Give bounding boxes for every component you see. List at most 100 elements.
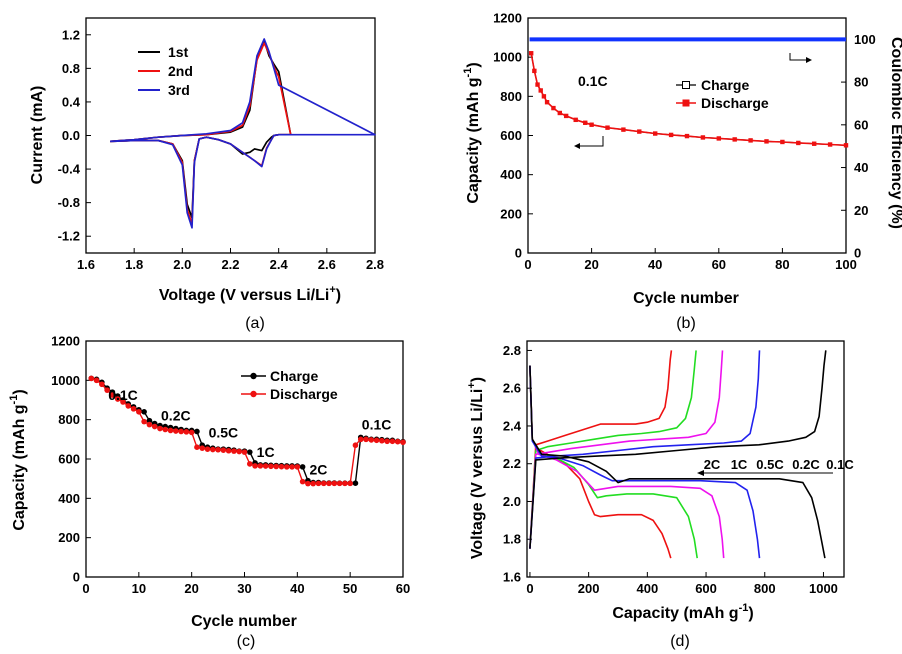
rate-point-discharge xyxy=(368,437,375,443)
panel-b-annotation: 0.1C xyxy=(578,73,608,89)
rate-point-discharge xyxy=(257,463,264,469)
panel-d-ytick-label: 2.2 xyxy=(503,456,521,471)
charge-curve xyxy=(530,53,847,146)
panel-d-ylabel-text: Voltage (V versus Li/Li xyxy=(469,389,486,559)
panel-a-xlabel: Voltage (V versus Li/Li+) xyxy=(159,284,341,304)
rate-point-discharge xyxy=(236,448,243,455)
panel-b-ylabel-text: Capacity (mAh g xyxy=(465,77,482,203)
panel-d-ratelabels: 2C 1C 0.5C 0.2C 0.1C xyxy=(697,457,854,476)
capacity-axis-arrow xyxy=(578,136,604,147)
panel-a-ytick-label: -0.8 xyxy=(58,195,80,210)
panel-a-xtick-label: 2.4 xyxy=(270,257,289,272)
panel-c-xlabel: Cycle number xyxy=(191,613,297,630)
panel-a-xlabel-text: Voltage (V versus Li/Li xyxy=(159,287,329,304)
panel-c-ytick-label: 1200 xyxy=(51,334,80,349)
panel-a-ytick-label: 0.4 xyxy=(62,94,81,109)
panel-a-ytick-label: 1.2 xyxy=(62,27,80,42)
discharge-point xyxy=(573,117,578,123)
legend-label-discharge: Discharge xyxy=(701,95,769,111)
panel-d: 0 200 400 600 800 1000 1.6 1.8 2.0 2.2 2.4 2.6 2.8 2… xyxy=(466,340,854,650)
ce-axis-arrowhead xyxy=(806,57,812,63)
panel-d-xtick-label: 800 xyxy=(754,581,776,596)
rate-point-discharge xyxy=(331,480,338,487)
rate-point-discharge xyxy=(347,480,353,487)
panel-c-annotations: 0.1C 0.2C 0.5C 1C 2C 0.1C xyxy=(108,387,391,478)
discharge-point xyxy=(538,88,543,93)
legend-marker-charge xyxy=(250,372,257,380)
rate-point-charge xyxy=(146,417,153,424)
discharge-point xyxy=(700,135,706,140)
panel-a-ytick-label: 0.0 xyxy=(62,128,80,143)
rate-label-2C: 2C xyxy=(704,457,721,472)
legend-label-discharge: Discharge xyxy=(270,386,338,402)
rate-point-discharge xyxy=(373,437,380,444)
rate-point-discharge xyxy=(109,392,116,398)
rate-point-discharge xyxy=(199,445,206,451)
charge-curve-1C xyxy=(529,350,697,549)
rate-point-charge xyxy=(194,428,200,435)
panel-b-y2tick-label: 60 xyxy=(854,117,868,132)
discharge-point xyxy=(589,122,594,127)
charge-curve-0.1C xyxy=(529,350,827,549)
rate-point-discharge xyxy=(231,448,237,454)
legend-label-1st: 1st xyxy=(168,44,189,60)
charge-curve-2C xyxy=(529,350,673,549)
legend-label-3rd: 3rd xyxy=(168,82,190,98)
rate-point-discharge xyxy=(125,403,132,409)
discharge-point xyxy=(583,120,588,125)
discharge-point xyxy=(563,113,569,119)
panel-c-ylabel-tail: ) xyxy=(11,389,28,394)
panel-d-frame xyxy=(526,340,845,578)
discharge-point xyxy=(551,105,556,111)
rate-point-discharge xyxy=(141,418,147,425)
panel-c-ylabel-text: Capacity (mAh g xyxy=(11,404,28,530)
rate-point-discharge xyxy=(241,449,248,455)
rate-point-discharge xyxy=(204,446,211,452)
panel-b-ylabel-tail: ) xyxy=(465,62,482,67)
panel-b-xtick-label: 40 xyxy=(648,257,662,272)
rate-annotation: 0.1C xyxy=(362,417,392,433)
panel-b-ytick-label: 600 xyxy=(500,128,522,143)
rate-point-discharge xyxy=(215,446,221,453)
rate-point-discharge xyxy=(262,463,269,469)
rate-point-discharge xyxy=(363,436,369,443)
panel-a-ytick-label: 0.8 xyxy=(62,61,80,76)
rate-point-discharge xyxy=(99,381,105,388)
rate-point-discharge xyxy=(326,480,332,487)
panel-d-ylabel-sup: + xyxy=(466,382,478,388)
rate-point-discharge xyxy=(88,375,95,382)
discharge-curve-0.1C xyxy=(529,365,826,559)
panel-d-ylabel: Voltage (V versus Li/Li+) xyxy=(466,377,486,559)
discharge-curve-0.5C xyxy=(529,365,725,559)
rate-point-charge xyxy=(352,480,359,486)
rate-point-discharge xyxy=(157,425,163,432)
panel-b-y2tick-label: 20 xyxy=(854,203,868,218)
panel-d-ytick-label: 2.8 xyxy=(503,343,521,358)
rate-point-discharge xyxy=(357,436,364,443)
panel-d-series xyxy=(529,350,827,559)
panel-d-ytick-label: 2.4 xyxy=(503,418,522,433)
rate-point-discharge xyxy=(294,464,301,470)
rate-point-discharge xyxy=(305,480,311,487)
rate-point-discharge xyxy=(210,446,216,453)
rate-point-discharge xyxy=(315,480,322,487)
panel-d-label: (d) xyxy=(670,633,690,650)
discharge-point xyxy=(684,133,690,139)
panel-d-ytick-label: 1.8 xyxy=(503,532,521,547)
rate-point-discharge xyxy=(299,478,306,485)
rate-point-discharge xyxy=(225,447,232,454)
rate-point-discharge xyxy=(252,463,258,469)
rate-point-discharge xyxy=(310,480,316,487)
panel-b-ytick-label: 1200 xyxy=(493,11,522,26)
rate-point-discharge xyxy=(114,396,121,402)
discharge-point xyxy=(732,137,737,142)
panel-b-y2tick-label: 0 xyxy=(854,246,861,261)
rate-point-discharge xyxy=(183,429,190,435)
panel-b-xtick-label: 60 xyxy=(712,257,726,272)
legend-label-charge: Charge xyxy=(270,368,318,384)
panel-d-xlabel-text: Capacity (mAh g xyxy=(612,605,738,622)
panel-d-xlabel-sup: -1 xyxy=(739,602,749,614)
panel-d-xtick-label: 0 xyxy=(526,581,533,596)
panel-b-ylabel: Capacity (mAh g-1) xyxy=(462,62,482,203)
